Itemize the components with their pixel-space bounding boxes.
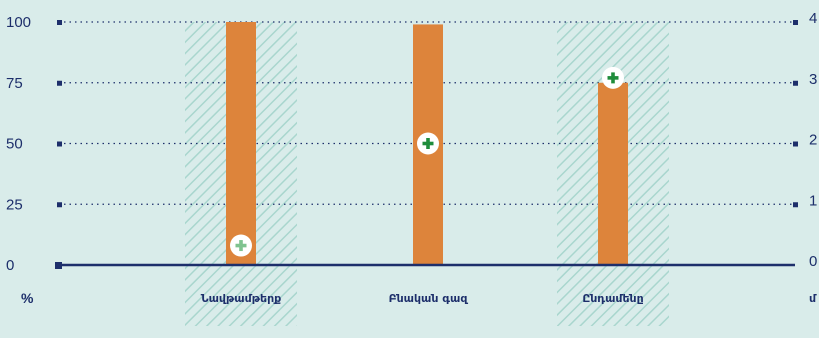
tick-marker-right <box>793 80 798 86</box>
tick-marker-right <box>793 141 798 147</box>
x-category-label: Բնական գազ <box>389 292 469 305</box>
tick-marker-left <box>57 141 62 147</box>
tick-marker-right <box>793 202 798 208</box>
y-tick-label-right: 0 <box>809 253 817 270</box>
y-tick-label-right: 1 <box>809 192 817 209</box>
bar <box>226 22 256 265</box>
y-tick-label-left: 100 <box>6 14 31 31</box>
y-tick-label-right: 2 <box>809 132 817 149</box>
x-category-label: Ընդամենը <box>582 292 643 305</box>
y-axis-unit-left: % <box>21 290 34 306</box>
tick-marker-left <box>57 202 62 208</box>
plus-marker-icon <box>230 234 252 257</box>
tick-marker-left <box>57 20 62 25</box>
x-category-label: Նավթամթերք <box>201 292 282 305</box>
tick-marker-left <box>57 80 62 86</box>
tick-marker-right <box>793 20 798 25</box>
y-tick-label-left: 75 <box>6 75 23 92</box>
y-tick-label-right: 3 <box>809 71 817 88</box>
plus-marker-icon <box>602 66 624 89</box>
y-tick-label-right: 4 <box>809 10 817 27</box>
y-tick-label-left: 25 <box>6 196 23 213</box>
bar <box>598 82 628 265</box>
y-tick-label-left: 50 <box>6 136 23 153</box>
y-tick-label-left: 0 <box>6 257 14 274</box>
plus-marker-icon <box>417 132 439 155</box>
y-axis-unit-right: մ <box>809 292 817 305</box>
x-axis-end-marker <box>55 262 62 269</box>
